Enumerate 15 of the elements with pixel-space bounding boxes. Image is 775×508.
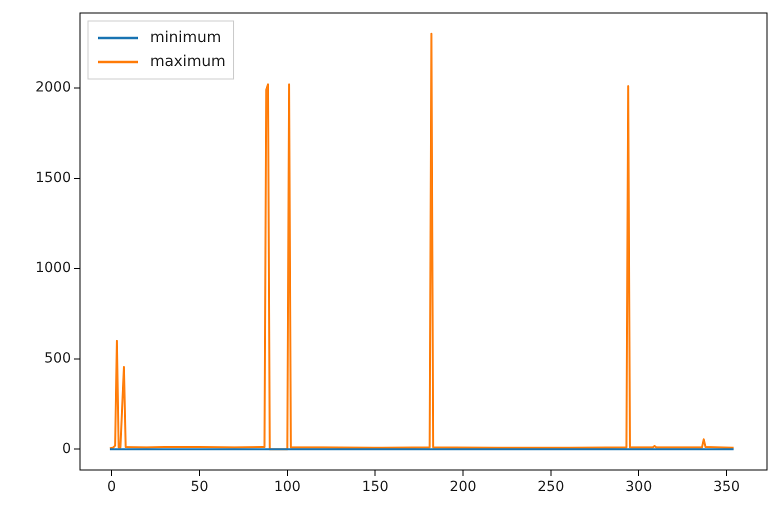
x-tick-label: 150 (362, 479, 389, 496)
x-tick-label: 100 (274, 479, 301, 496)
x-tick-label: 200 (450, 479, 476, 496)
y-tick-label: 500 (44, 350, 71, 367)
x-tick-label: 300 (625, 479, 652, 496)
legend-label: minimum (150, 28, 222, 46)
x-tick-label: 350 (713, 479, 740, 496)
y-tick-label: 0 (62, 440, 71, 457)
legend-label: maximum (150, 52, 226, 70)
x-tick-label: 0 (107, 479, 116, 496)
y-tick-label: 2000 (35, 80, 71, 96)
y-tick-label: 1000 (35, 260, 71, 276)
x-tick-label: 50 (190, 479, 208, 496)
x-tick-label: 250 (538, 479, 564, 496)
y-tick-label: 1500 (35, 170, 71, 186)
